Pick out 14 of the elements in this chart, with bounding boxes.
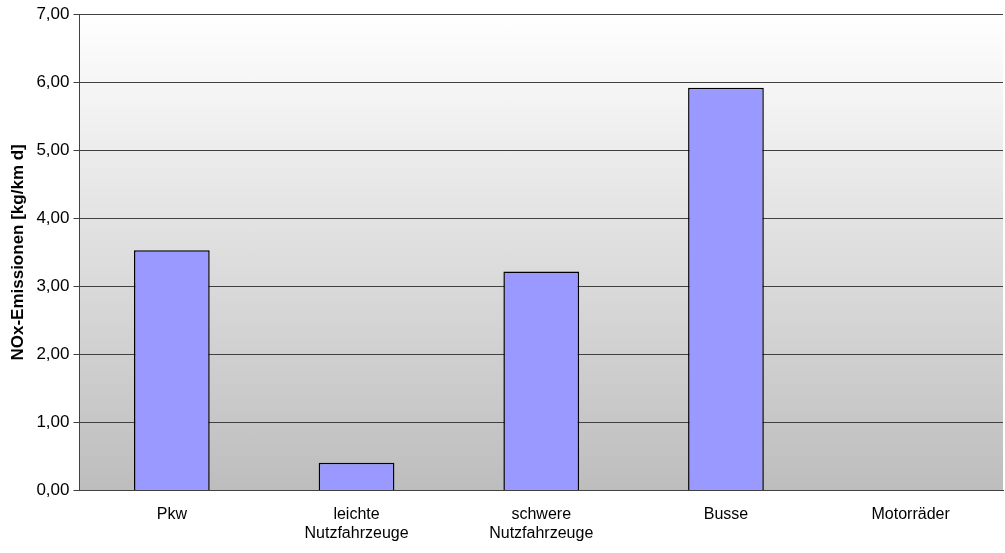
x-tick-label: schwere Nutzfahrzeuge	[489, 504, 594, 541]
y-tick-label: 7,00	[36, 3, 70, 23]
y-tick-label: 0,00	[36, 480, 70, 500]
y-tick-label: 4,00	[36, 208, 70, 228]
x-tick-label: Motorräder	[871, 504, 951, 522]
y-tick-label: 1,00	[36, 412, 70, 432]
y-tick-label: 6,00	[36, 71, 70, 91]
y-tick-label: 5,00	[36, 140, 70, 159]
x-tick-label: leichte Nutzfahrzeuge	[304, 504, 409, 541]
x-tick-label: Pkw	[156, 504, 188, 522]
y-tick-label: 3,00	[36, 276, 70, 296]
y-axis-title: NOx-Emissionen [kg/km d]	[7, 144, 27, 361]
x-tick-label: Busse	[703, 504, 749, 522]
y-tick-label: 2,00	[36, 344, 70, 364]
